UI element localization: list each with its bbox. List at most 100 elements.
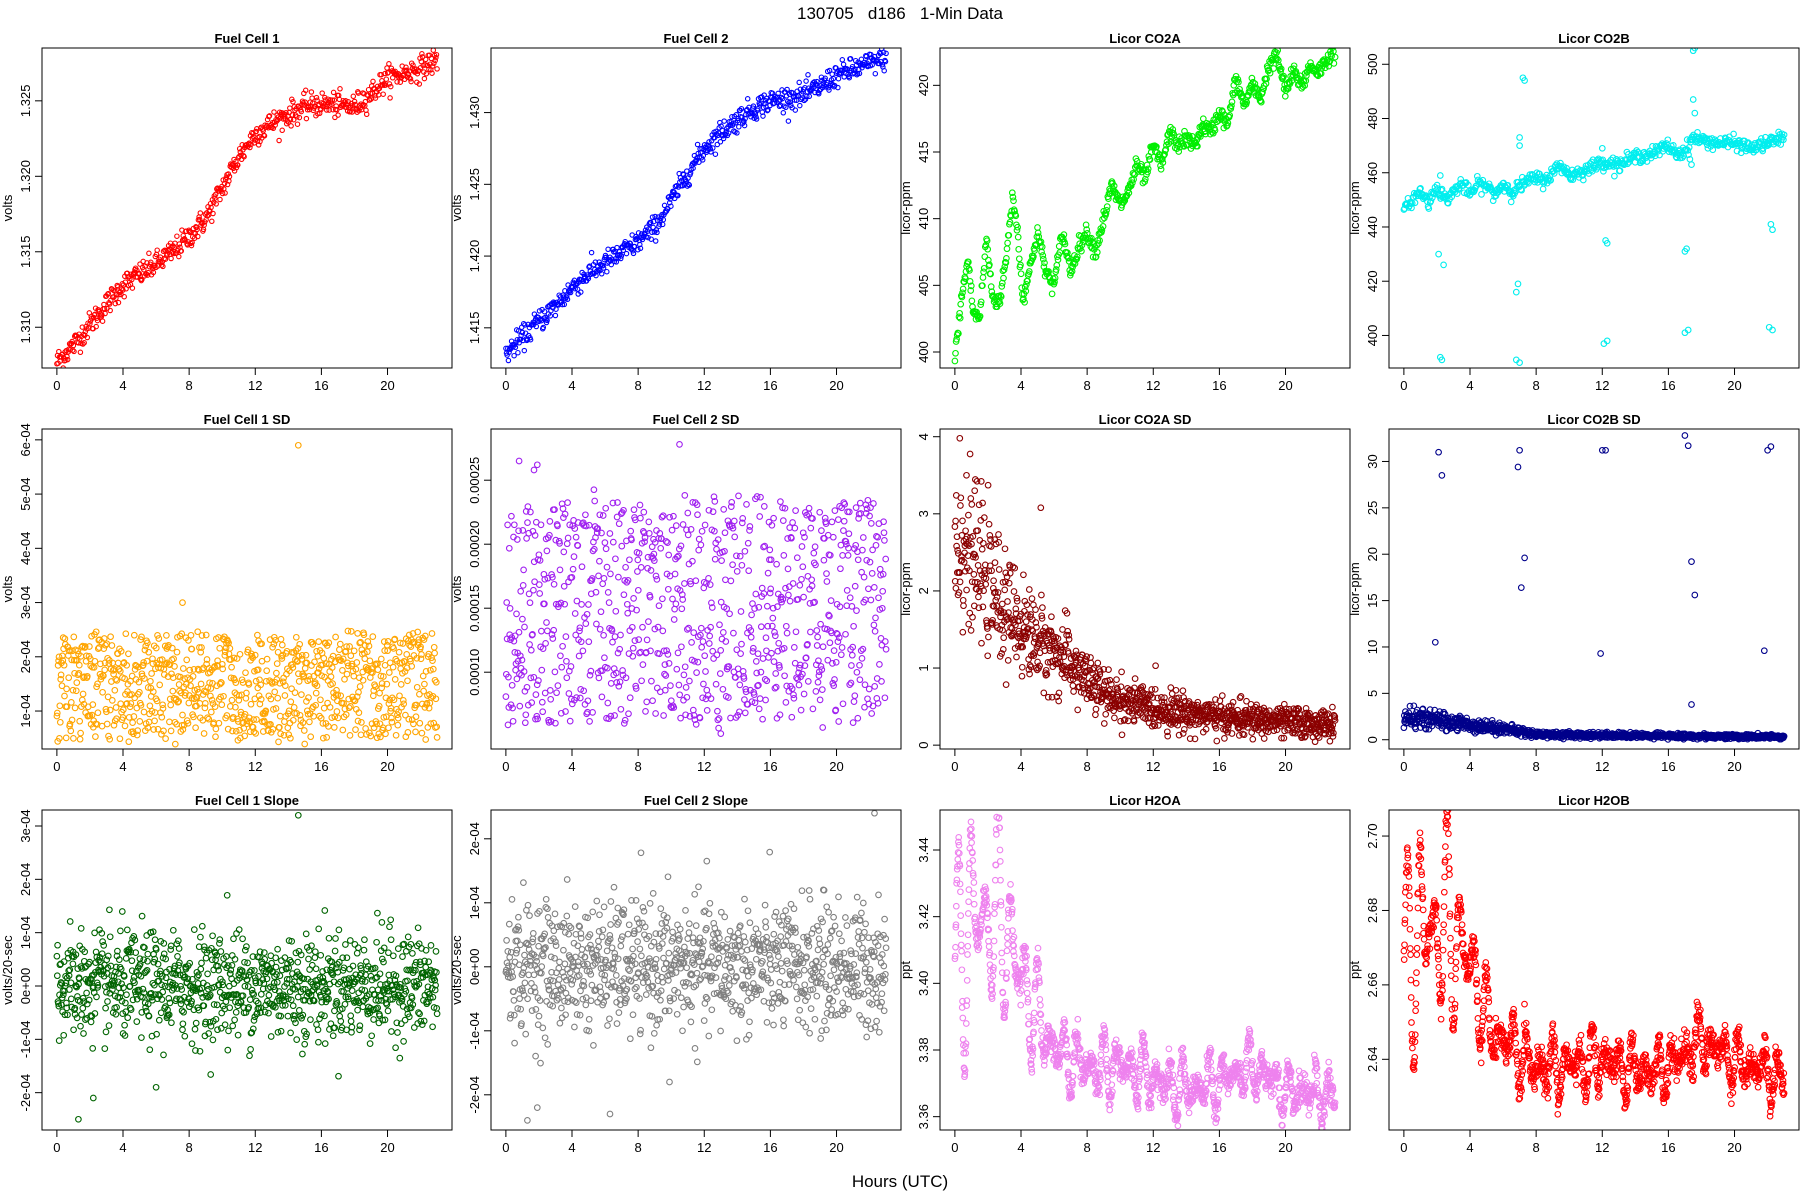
data-point [809,705,817,713]
data-point [212,725,220,733]
data-point [781,672,788,680]
data-point [94,317,101,324]
data-point [812,561,819,569]
y-tick-label: 1e-04 [18,694,33,727]
data-point [725,130,732,136]
data-point [984,481,992,489]
data-point [957,494,965,502]
data-point [1033,623,1040,631]
data-point [649,697,656,705]
data-point [60,645,67,653]
data-point [420,636,428,643]
x-tick-label: 8 [1533,378,1540,393]
data-point [198,644,205,651]
data-point [694,511,701,519]
data-point [531,578,538,586]
data-point [284,710,292,718]
data-point [778,94,785,101]
data-point [738,561,746,569]
data-point [700,152,707,159]
data-point [1757,135,1765,142]
data-point [538,666,546,674]
data-point [725,694,732,701]
data-point [603,563,611,571]
data-point [650,557,658,564]
data-point [549,635,557,642]
data-point [1099,690,1107,697]
data-point [1004,598,1011,605]
data-point [508,512,515,520]
data-point [730,121,736,127]
data-point [1159,159,1167,166]
data-point [578,601,585,608]
data-point [63,703,71,711]
data-point [1026,662,1034,669]
data-point [515,457,523,465]
data-point [350,93,357,100]
data-point [531,532,539,539]
data-point [245,714,253,722]
data-point [396,692,403,700]
data-point [147,677,154,685]
data-point [609,638,616,646]
data-point [263,655,271,663]
data-point [250,716,257,723]
data-point [366,657,374,665]
data-point [829,660,836,667]
data-point [693,669,700,676]
data-point [401,668,409,675]
data-point [1518,186,1525,194]
data-point [623,250,630,257]
data-point [757,493,764,501]
data-point [856,70,863,77]
data-point [667,682,674,689]
data-point [771,628,778,636]
data-point [563,540,571,548]
data-point [432,695,440,703]
data-point [663,647,670,654]
data-point [859,534,867,541]
data-point [805,504,813,512]
data-point [194,226,200,233]
data-point [207,708,215,716]
data-point [714,707,721,715]
data-points [1400,48,1788,366]
data-point [957,300,965,308]
x-tick-label: 4 [568,759,575,774]
data-point [276,712,284,720]
data-point [87,662,95,670]
data-point [323,107,330,113]
y-tick-label: 440 [1365,216,1380,238]
data-point [623,600,631,608]
data-point [344,659,351,667]
data-point [1107,680,1115,688]
data-point [1044,693,1052,701]
data-point [1017,261,1024,269]
data-point [1068,268,1076,275]
data-point [110,721,118,729]
data-point [1325,62,1333,70]
data-point [612,555,619,563]
data-point [656,221,663,227]
data-point [505,544,513,552]
data-point [154,247,160,253]
data-point [503,599,511,606]
data-point [1002,681,1010,688]
data-point [1228,102,1235,110]
data-point [1046,644,1054,652]
data-point [878,604,886,612]
data-point [306,676,314,683]
data-point [741,547,749,555]
data-point [1105,666,1112,673]
data-point [296,711,304,719]
data-point [135,678,143,686]
data-point [734,130,740,136]
data-point [675,681,683,689]
data-point [203,656,211,663]
data-point [166,718,173,726]
data-point [253,128,259,135]
data-point [388,714,395,722]
data-point [213,201,219,207]
data-point [615,520,623,528]
data-point [1094,659,1102,667]
